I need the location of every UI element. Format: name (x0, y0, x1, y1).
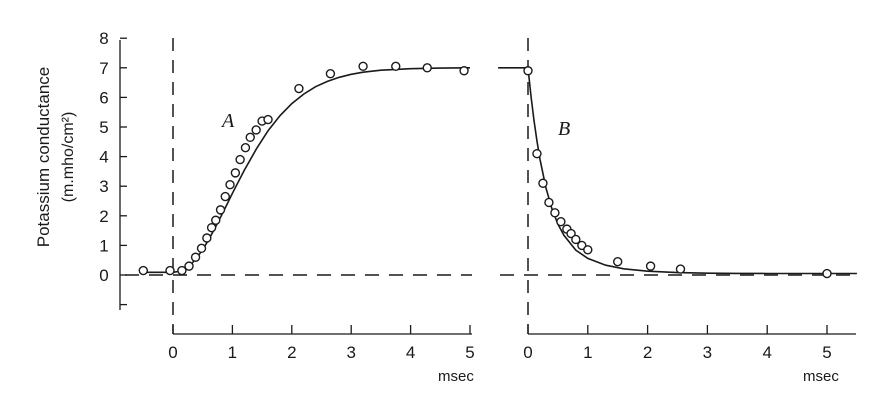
data-point (294, 83, 304, 94)
data-point (235, 154, 245, 165)
panel-a-fitted-curve (143, 67, 471, 274)
panel-a: 0 1 2 3 4 5 6 7 8 0 1 2 3 4 5 A msec (99, 29, 474, 385)
data-point (184, 261, 194, 271)
y-axis-label-line1: Potassium conductance (34, 67, 53, 248)
data-point (566, 228, 576, 239)
data-point (645, 261, 656, 271)
x-tick-label: 4 (406, 343, 415, 362)
panel-b-label: B (558, 118, 570, 140)
data-point (220, 191, 230, 202)
data-point (583, 245, 593, 255)
data-point (544, 197, 554, 208)
panel-a-x-ticks: 0 1 2 3 4 5 (168, 325, 475, 362)
data-point (391, 61, 401, 72)
data-point (196, 243, 207, 254)
data-point (532, 148, 542, 159)
panel-b-x-ticks: 0 1 2 3 4 5 (523, 325, 832, 362)
data-point (240, 143, 251, 153)
data-point (523, 66, 533, 76)
y-axis-label-line2: (m.mho/cm²) (60, 112, 77, 203)
data-point (202, 233, 212, 243)
x-tick-label: 5 (465, 343, 474, 362)
x-tick-label: 3 (703, 343, 712, 362)
x-tick-label: 3 (346, 343, 355, 362)
data-point (190, 252, 201, 262)
data-point (571, 234, 581, 245)
y-tick-label: 2 (99, 207, 108, 226)
data-point (613, 256, 623, 267)
data-point (138, 265, 149, 276)
data-point (211, 215, 221, 225)
panel-b-fitted-curve (498, 67, 857, 275)
data-point (230, 168, 241, 178)
y-tick-label: 1 (99, 236, 108, 255)
y-tick-label: 0 (99, 266, 108, 285)
data-point (215, 205, 226, 215)
data-point (165, 265, 175, 276)
x-tick-label: 4 (762, 343, 771, 362)
data-point (675, 264, 686, 274)
data-point (251, 125, 261, 135)
panel-a-x-axis-label: msec (438, 368, 474, 385)
data-point (206, 222, 217, 233)
y-tick-label: 6 (99, 88, 108, 107)
x-tick-label: 0 (523, 343, 532, 362)
data-point (358, 61, 368, 72)
data-point (538, 178, 548, 188)
y-tick-label: 4 (99, 148, 108, 167)
y-tick-label: 3 (99, 177, 108, 196)
x-tick-label: 0 (168, 343, 177, 362)
x-tick-label: 5 (822, 343, 831, 362)
data-point (422, 63, 432, 73)
x-tick-label: 1 (228, 343, 237, 362)
x-tick-label: 1 (583, 343, 592, 362)
x-tick-label: 2 (287, 343, 296, 362)
y-tick-label: 8 (99, 29, 108, 48)
y-axis-ticks: 0 1 2 3 4 5 6 7 8 (99, 29, 127, 306)
panel-a-label: A (220, 110, 235, 132)
data-point (822, 268, 832, 279)
data-point (245, 132, 255, 143)
data-point (550, 208, 560, 218)
data-point (459, 66, 469, 76)
panel-a-data-points (138, 61, 469, 276)
y-tick-label: 7 (99, 59, 108, 78)
panel-b-x-axis-label: msec (803, 368, 839, 385)
x-tick-label: 2 (643, 343, 652, 362)
data-point (225, 180, 235, 190)
data-point (263, 114, 273, 125)
data-point (177, 265, 187, 276)
data-point (325, 69, 336, 79)
y-axis-label: Potassium conductance (m.mho/cm²) (34, 67, 77, 248)
data-point (556, 217, 566, 227)
panel-b-data-points (523, 66, 832, 279)
y-tick-label: 5 (99, 118, 108, 137)
panel-b: 0 1 2 3 4 5 B msec (498, 38, 857, 385)
